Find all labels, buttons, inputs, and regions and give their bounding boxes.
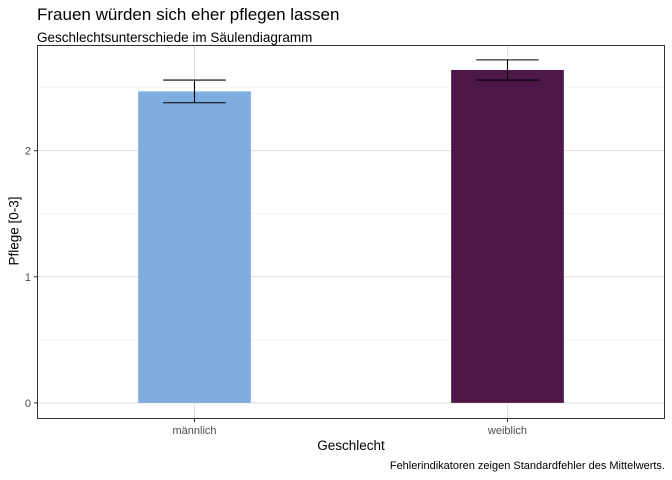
error-bar-männlich (163, 79, 226, 104)
chart-subtitle: Geschlechtsunterschiede im Säulendiagram… (37, 30, 313, 45)
bars (138, 69, 564, 403)
x-axis-label: Geschlecht (317, 438, 385, 453)
bar-weiblich[interactable] (451, 69, 564, 403)
chart-caption: Fehlerindikatoren zeigen Standardfehler … (389, 460, 665, 472)
y-tick-label: 2 (25, 146, 31, 158)
plot-panel-border (37, 45, 665, 419)
axis-ticks: 0 1 2 männlich weiblich (25, 146, 527, 437)
x-tick-label: weiblich (487, 425, 527, 437)
bar-männlich[interactable] (138, 91, 251, 403)
chart-title: Frauen würden sich eher pflegen lassen (37, 5, 340, 24)
grid-lines (38, 46, 664, 418)
error-bars (163, 59, 539, 104)
x-tick-label: männlich (172, 425, 216, 437)
y-tick-label: 0 (25, 398, 31, 410)
error-bar-weiblich (476, 59, 539, 81)
y-tick-label: 1 (25, 272, 31, 284)
